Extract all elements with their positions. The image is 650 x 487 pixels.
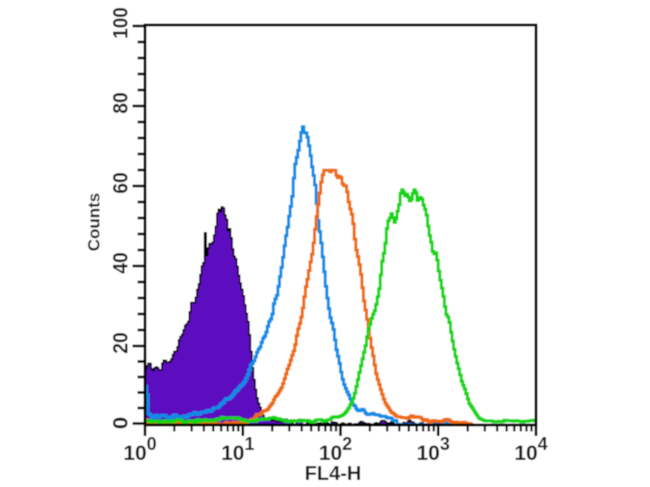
svg-text:80: 80 [110, 92, 133, 114]
svg-text:60: 60 [110, 172, 133, 194]
svg-text:100: 100 [110, 7, 133, 39]
svg-text:FL4-H: FL4-H [305, 463, 362, 485]
svg-text:0: 0 [110, 417, 133, 430]
svg-text:Counts: Counts [85, 193, 104, 252]
svg-text:40: 40 [110, 252, 133, 274]
svg-text:20: 20 [110, 332, 133, 354]
